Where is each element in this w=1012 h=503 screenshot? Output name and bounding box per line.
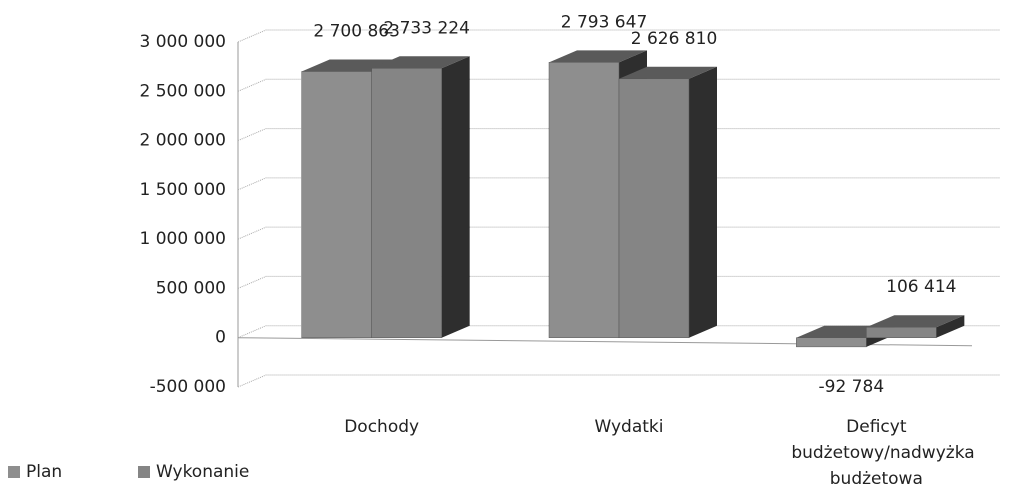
x-tick-label: Wydatki bbox=[594, 417, 664, 437]
y-tick-label: -500 000 bbox=[150, 377, 226, 397]
bar-front bbox=[866, 326, 937, 338]
bar-side bbox=[936, 315, 965, 338]
bar-front bbox=[301, 71, 372, 338]
bar-side bbox=[689, 66, 717, 338]
grid-line bbox=[237, 128, 1000, 142]
x-tick-label: Dochody bbox=[344, 417, 420, 437]
y-tick-label: 3 000 000 bbox=[139, 32, 226, 52]
bar-front bbox=[618, 78, 690, 338]
y-tick-label: 0 bbox=[215, 328, 226, 348]
y-tick-label: 500 000 bbox=[156, 278, 226, 298]
y-tick-label: 2 000 000 bbox=[139, 131, 226, 151]
data-label: 2 626 810 bbox=[631, 29, 718, 49]
grid-line bbox=[237, 374, 1000, 388]
bar bbox=[371, 56, 470, 338]
bar bbox=[618, 66, 717, 338]
bar-top bbox=[371, 56, 470, 69]
data-label: 106 414 bbox=[886, 277, 956, 297]
bar-front bbox=[371, 68, 442, 338]
legend-label: Plan bbox=[26, 462, 62, 482]
bar bbox=[866, 315, 965, 338]
bar-top bbox=[866, 315, 965, 328]
legend-swatch bbox=[8, 466, 20, 478]
legend-label: Wykonanie bbox=[156, 462, 249, 482]
bar-top bbox=[619, 66, 717, 79]
legend-swatch bbox=[138, 466, 150, 478]
x-tick-label: Deficyt budżetowy/nadwyżka budżetowa bbox=[791, 417, 975, 489]
grid-line bbox=[237, 29, 1000, 43]
bar-front bbox=[548, 62, 620, 338]
data-label: 2 700 863 bbox=[313, 21, 400, 41]
bar-top bbox=[549, 50, 647, 63]
bar-side bbox=[441, 56, 470, 338]
data-label: -92 784 bbox=[819, 377, 885, 397]
data-label: 2 793 647 bbox=[561, 12, 648, 32]
grid-line bbox=[237, 78, 1000, 92]
grid-line bbox=[237, 226, 1000, 240]
data-label: 2 733 224 bbox=[383, 18, 470, 38]
grid-line bbox=[237, 177, 1000, 191]
y-tick-label: 1 500 000 bbox=[139, 180, 226, 200]
y-tick-label: 1 000 000 bbox=[139, 229, 226, 249]
grid-line bbox=[237, 325, 1000, 339]
bar-front bbox=[796, 337, 867, 348]
y-tick-label: 2 500 000 bbox=[139, 81, 226, 101]
grid-line bbox=[237, 275, 1000, 289]
